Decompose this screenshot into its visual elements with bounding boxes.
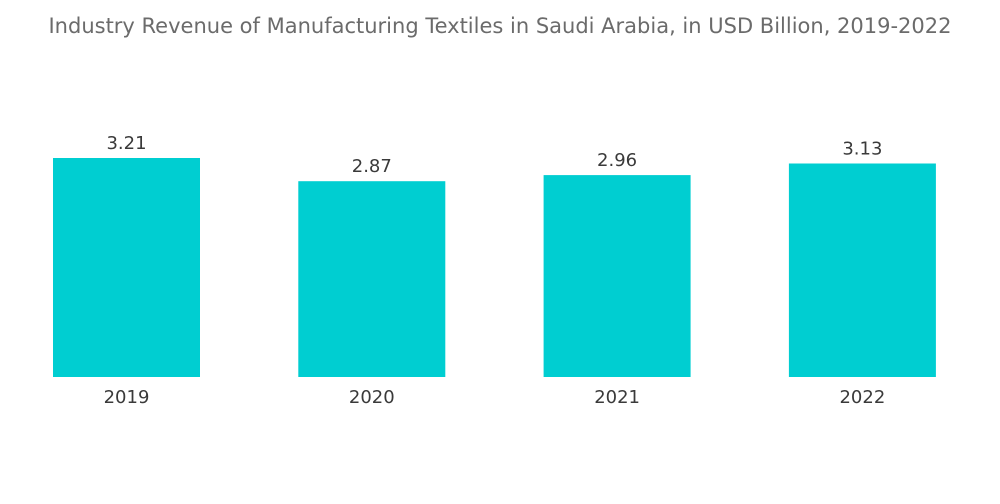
x-tick-label-2020: 2020	[349, 387, 395, 408]
data-label-2019: 3.21	[106, 133, 146, 154]
data-label-2021: 2.96	[597, 150, 637, 171]
value-labels-layer: 3.21 2.87 2.96 3.13	[106, 133, 882, 177]
data-label-2022: 3.13	[842, 139, 882, 160]
data-label-2020: 2.87	[352, 156, 392, 177]
x-axis-ticks-layer: 2019 2020 2021 2022	[104, 387, 886, 408]
x-tick-label-2019: 2019	[104, 387, 150, 408]
bar-2020	[298, 181, 446, 377]
bars-layer	[53, 158, 936, 377]
chart-title: Industry Revenue of Manufacturing Textil…	[48, 14, 952, 38]
x-tick-label-2021: 2021	[594, 387, 640, 408]
bar-2022	[788, 163, 936, 377]
bar-2021	[543, 175, 691, 377]
bar-2019	[53, 158, 200, 377]
x-tick-label-2022: 2022	[839, 387, 885, 408]
